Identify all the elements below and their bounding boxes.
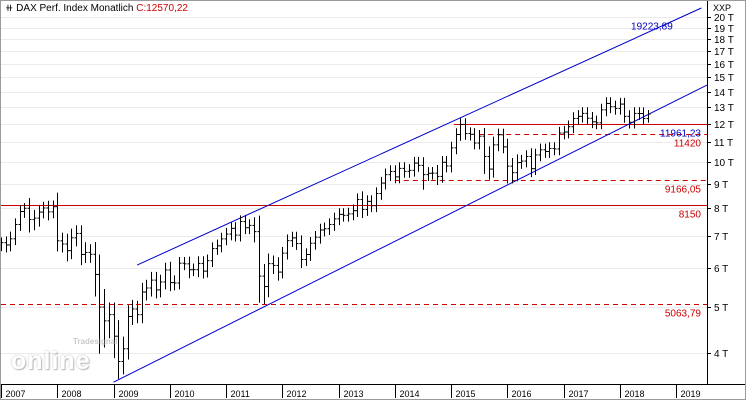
y-tick-label: 8 T xyxy=(714,204,728,215)
y-tick-label: 11 T xyxy=(714,138,733,149)
y-tick-label: 17 T xyxy=(714,47,734,58)
watermark-brand: Tradesignal xyxy=(73,337,118,346)
level-label: 8150 xyxy=(679,210,702,221)
x-tick-label: 2014 xyxy=(400,389,420,399)
level-label: 9166,05 xyxy=(665,185,702,196)
y-tick-label: 5 T xyxy=(714,303,728,314)
annotation-label: 19223,89 xyxy=(631,21,673,32)
channel-line-lower xyxy=(113,84,708,383)
x-tick-label: 2017 xyxy=(569,389,589,399)
scale-label: XXP xyxy=(713,3,732,13)
y-tick-label: 18 T xyxy=(714,35,734,46)
x-tick-label: 2013 xyxy=(344,389,364,399)
last-price-value: 12570,22 xyxy=(146,3,188,14)
y-tick-label: 12 T xyxy=(714,120,734,131)
channel-line-upper xyxy=(136,7,702,266)
level-label: 11420 xyxy=(674,139,702,150)
last-price: C:12570,22 xyxy=(136,3,188,14)
y-axis: 4 T 5 T 6 T 7 T 8 T 9 T 10 T 11 T 12 T 13 T 14 T 15… xyxy=(707,1,734,384)
x-tick-label: 2010 xyxy=(175,389,195,399)
grid xyxy=(1,17,707,354)
x-tick-label: 2008 xyxy=(62,389,82,399)
x-tick-label: 2018 xyxy=(625,389,645,399)
y-tick-label: 10 T xyxy=(714,158,734,169)
watermark-word: online xyxy=(11,347,91,375)
x-tick-label: 2011 xyxy=(231,389,250,399)
price-bars xyxy=(1,97,651,379)
last-price-prefix: C: xyxy=(136,3,147,14)
y-tick-label: 14 T xyxy=(714,88,734,99)
x-tick-label: 2007 xyxy=(6,389,26,399)
level-label: 5063,79 xyxy=(665,309,702,320)
y-tick-label: 4 T xyxy=(714,349,728,360)
x-tick-label: 2009 xyxy=(119,389,139,399)
watermark-logo: Tradesignal online xyxy=(11,337,117,377)
x-tick-label: 2015 xyxy=(456,389,476,399)
y-tick-label: 7 T xyxy=(714,232,728,243)
y-tick-label: 13 T xyxy=(714,103,734,114)
period-label: Monatlich xyxy=(90,3,134,14)
y-tick-label: 16 T xyxy=(714,60,734,71)
y-tick-label: 20 T xyxy=(714,13,734,24)
instrument-name: DAX Perf. Index xyxy=(16,3,88,14)
x-tick-label: 2019 xyxy=(681,389,701,399)
y-tick-label: 19 T xyxy=(714,24,734,35)
y-tick-label: 9 T xyxy=(714,180,728,191)
x-axis: 2007 2008 2009 2010 2011 2012 2013 2014 2015 2016… xyxy=(1,384,745,399)
x-tick-label: 2012 xyxy=(287,389,307,399)
chart-header: ⧺ DAX Perf. Index Monatlich C:12570,22 xyxy=(5,3,188,15)
y-tick-label: 6 T xyxy=(714,264,728,275)
y-tick-label: 15 T xyxy=(714,73,734,84)
level-label: 11961,23 xyxy=(660,129,701,140)
x-tick-label: 2016 xyxy=(512,389,532,399)
bar-chart-icon: ⧺ xyxy=(5,3,14,14)
